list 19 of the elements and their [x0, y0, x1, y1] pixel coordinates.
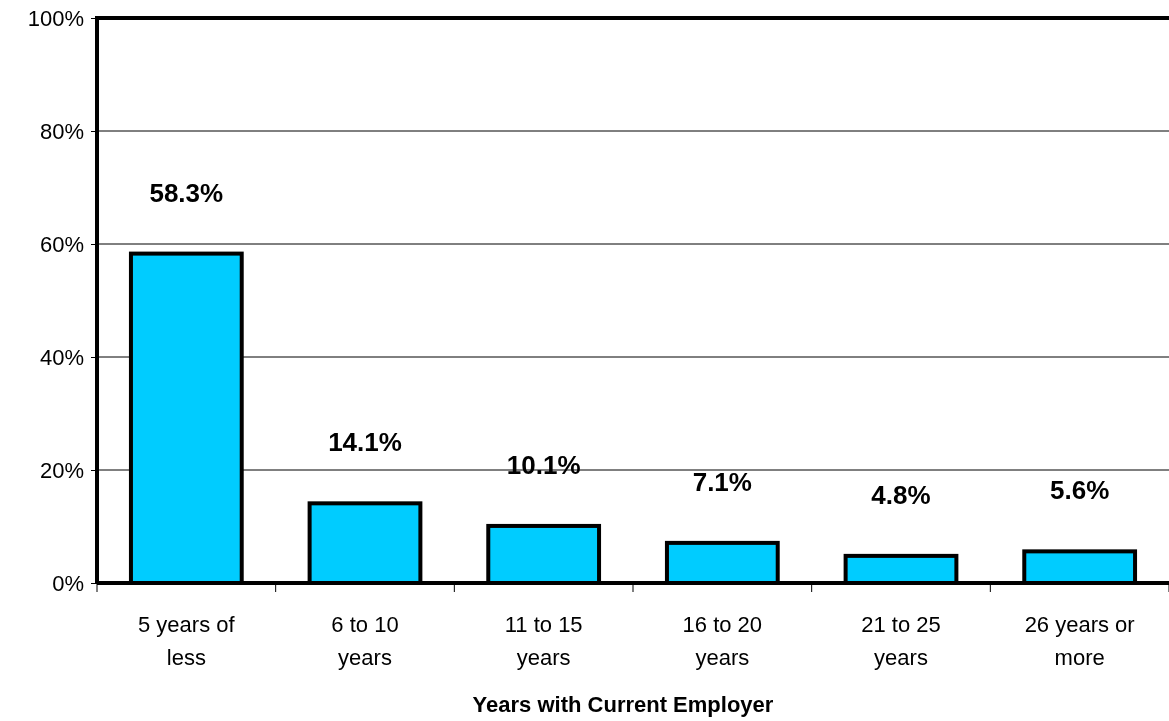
x-tick-label: 21 to 25 years: [861, 612, 941, 670]
x-tick-label: 5 years of less: [138, 612, 236, 670]
y-tick-label: 20%: [39, 457, 84, 483]
y-tick-label: 100%: [27, 5, 84, 31]
data-label: 58.3%: [149, 177, 224, 208]
x-tick-label: 6 to 10 years: [331, 612, 399, 670]
x-tick-label: 11 to 15 years: [504, 612, 583, 670]
data-label: 14.1%: [328, 427, 402, 458]
data-label: 10.1%: [506, 449, 581, 480]
y-tick-label: 40%: [39, 344, 84, 370]
y-tick-label: 80%: [39, 118, 84, 144]
x-tick-label: 26 years or more: [1024, 612, 1135, 670]
y-tick-label: 0%: [52, 570, 84, 596]
y-tick-label: 60%: [39, 231, 84, 257]
data-label: 4.8%: [871, 479, 931, 510]
data-label: 7.1%: [692, 466, 752, 497]
x-axis-title: Years with Current Employer: [472, 692, 774, 717]
data-label: 5.6%: [1050, 475, 1110, 506]
x-tick-label: 16 to 20 years: [682, 612, 763, 670]
